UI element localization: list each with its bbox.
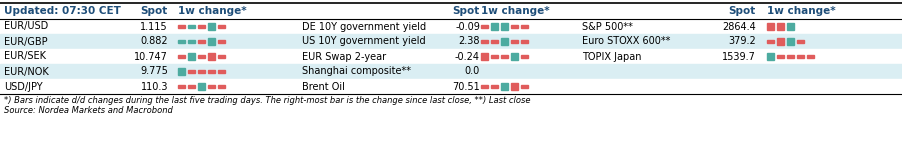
Text: 0.0: 0.0 bbox=[465, 66, 480, 76]
Text: 1539.7: 1539.7 bbox=[722, 51, 755, 61]
Text: EUR/NOK: EUR/NOK bbox=[4, 66, 49, 76]
Text: EUR/USD: EUR/USD bbox=[4, 22, 48, 32]
Bar bbox=[0, 94, 902, 156]
Bar bbox=[776, 38, 783, 45]
Text: Spot: Spot bbox=[141, 7, 168, 17]
Text: S&P 500**: S&P 500** bbox=[582, 22, 632, 32]
Bar bbox=[491, 23, 497, 30]
Bar bbox=[198, 83, 205, 90]
Bar bbox=[520, 85, 528, 88]
Text: 2864.4: 2864.4 bbox=[722, 22, 755, 32]
Bar bbox=[0, 34, 902, 49]
Bar bbox=[178, 68, 185, 75]
Bar bbox=[491, 85, 497, 88]
Text: TOPIX Japan: TOPIX Japan bbox=[582, 51, 640, 61]
Text: 1w change*: 1w change* bbox=[178, 7, 246, 17]
Bar bbox=[481, 85, 487, 88]
Bar bbox=[198, 55, 205, 58]
Bar bbox=[188, 53, 195, 60]
Text: Source: Nordea Markets and Macrobond: Source: Nordea Markets and Macrobond bbox=[4, 106, 172, 115]
Bar bbox=[766, 23, 773, 30]
Bar bbox=[178, 25, 185, 28]
Text: DE 10Y government yield: DE 10Y government yield bbox=[301, 22, 426, 32]
Bar bbox=[491, 55, 497, 58]
Text: Euro STOXX 600**: Euro STOXX 600** bbox=[582, 37, 669, 46]
Bar bbox=[178, 40, 185, 43]
Bar bbox=[188, 85, 195, 88]
Bar bbox=[787, 55, 793, 58]
Bar bbox=[217, 85, 225, 88]
Bar bbox=[796, 40, 803, 43]
Text: 110.3: 110.3 bbox=[141, 81, 168, 92]
Text: -0.24: -0.24 bbox=[455, 51, 480, 61]
Text: 10.747: 10.747 bbox=[134, 51, 168, 61]
Text: Updated: 07:30 CET: Updated: 07:30 CET bbox=[4, 7, 121, 17]
Text: -0.09: -0.09 bbox=[455, 22, 480, 32]
Bar bbox=[481, 53, 487, 60]
Bar bbox=[0, 79, 902, 94]
Bar bbox=[207, 23, 215, 30]
Bar bbox=[198, 70, 205, 73]
Bar bbox=[481, 25, 487, 28]
Bar bbox=[188, 40, 195, 43]
Bar bbox=[520, 55, 528, 58]
Bar bbox=[0, 49, 902, 64]
Bar bbox=[511, 83, 518, 90]
Bar bbox=[217, 25, 225, 28]
Bar bbox=[0, 4, 902, 19]
Bar bbox=[766, 53, 773, 60]
Text: 379.2: 379.2 bbox=[727, 37, 755, 46]
Text: 1.115: 1.115 bbox=[140, 22, 168, 32]
Bar bbox=[217, 40, 225, 43]
Bar bbox=[501, 23, 508, 30]
Bar bbox=[0, 19, 902, 34]
Text: 70.51: 70.51 bbox=[452, 81, 480, 92]
Text: 1w change*: 1w change* bbox=[481, 7, 549, 17]
Bar bbox=[787, 38, 793, 45]
Bar bbox=[198, 40, 205, 43]
Bar bbox=[776, 55, 783, 58]
Bar bbox=[217, 55, 225, 58]
Bar bbox=[207, 38, 215, 45]
Bar bbox=[501, 55, 508, 58]
Bar bbox=[207, 70, 215, 73]
Bar bbox=[776, 23, 783, 30]
Bar bbox=[501, 83, 508, 90]
Text: US 10Y government yield: US 10Y government yield bbox=[301, 37, 425, 46]
Text: 1w change*: 1w change* bbox=[766, 7, 834, 17]
Text: Spot: Spot bbox=[452, 7, 480, 17]
Text: EUR/GBP: EUR/GBP bbox=[4, 37, 48, 46]
Bar bbox=[501, 38, 508, 45]
Bar bbox=[491, 40, 497, 43]
Bar bbox=[520, 40, 528, 43]
Bar bbox=[787, 23, 793, 30]
Bar bbox=[207, 53, 215, 60]
Text: 0.882: 0.882 bbox=[140, 37, 168, 46]
Text: USD/JPY: USD/JPY bbox=[4, 81, 42, 92]
Bar bbox=[207, 85, 215, 88]
Bar bbox=[217, 70, 225, 73]
Bar bbox=[0, 64, 902, 79]
Text: Shanghai composite**: Shanghai composite** bbox=[301, 66, 410, 76]
Text: EUR/SEK: EUR/SEK bbox=[4, 51, 46, 61]
Bar bbox=[511, 40, 518, 43]
Bar bbox=[806, 55, 813, 58]
Bar bbox=[511, 25, 518, 28]
Text: 2.38: 2.38 bbox=[458, 37, 480, 46]
Bar bbox=[796, 55, 803, 58]
Bar bbox=[481, 40, 487, 43]
Bar bbox=[520, 25, 528, 28]
Text: EUR Swap 2-year: EUR Swap 2-year bbox=[301, 51, 386, 61]
Bar bbox=[766, 40, 773, 43]
Bar bbox=[178, 85, 185, 88]
Bar bbox=[178, 55, 185, 58]
Bar bbox=[188, 70, 195, 73]
Text: *) Bars indicate d/d changes during the last five trading days. The right-most b: *) Bars indicate d/d changes during the … bbox=[4, 96, 529, 105]
Bar bbox=[198, 25, 205, 28]
Text: Brent Oil: Brent Oil bbox=[301, 81, 345, 92]
Bar bbox=[188, 25, 195, 28]
Text: Spot: Spot bbox=[728, 7, 755, 17]
Text: 9.775: 9.775 bbox=[140, 66, 168, 76]
Bar bbox=[511, 53, 518, 60]
